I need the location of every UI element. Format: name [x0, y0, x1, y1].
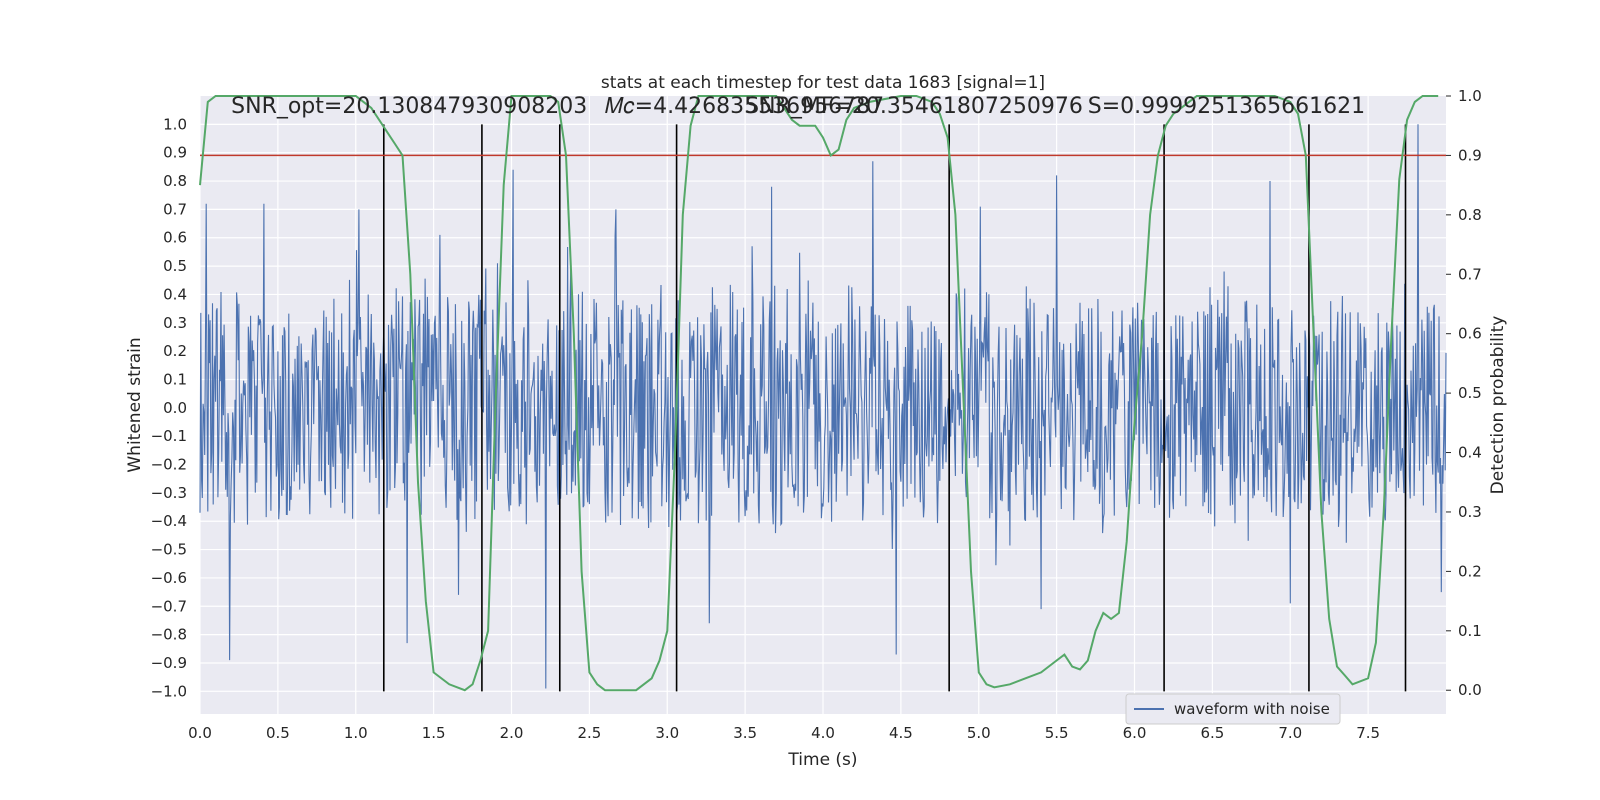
x-tick-label: 3.5 [733, 724, 757, 742]
x-tick-label: 7.0 [1278, 724, 1302, 742]
y-left-tick-label: 1.0 [163, 115, 187, 133]
x-tick-label: 0.5 [266, 724, 290, 742]
legend-box [1125, 693, 1341, 725]
x-tick-label: 5.0 [967, 724, 991, 742]
y-right-tick-label: 0.2 [1458, 562, 1482, 580]
y-left-tick-label: 0.2 [163, 342, 187, 360]
y-left-tick-label: 0.1 [163, 370, 187, 388]
stats-annotation: 𝑀𝑐=4.426835536956787 [605, 94, 884, 119]
legend: waveform with noise [1125, 693, 1341, 725]
y-right-tick-label: 0.4 [1458, 444, 1482, 462]
x-tick-label: 2.5 [577, 724, 601, 742]
x-tick-label: 6.5 [1200, 724, 1224, 742]
y-right-tick-label: 0.6 [1458, 325, 1482, 343]
x-tick-label: 1.0 [344, 724, 368, 742]
y-left-tick-label: 0.8 [163, 172, 187, 190]
annotations: SNR_opt=20.130847930908203 𝑀𝑐=4.426835536… [231, 94, 1365, 119]
detection-probability-line [199, 95, 1439, 692]
y-right-axis-label: Detection probability [1488, 316, 1508, 495]
y-right-tick-label: 0.0 [1458, 681, 1482, 699]
y-right-tick-labels: 1.0 0.9 0.8 0.7 0.6 0.5 0.4 0.3 0.2 0.1 0.0 [1446, 87, 1482, 699]
x-tick-labels: 0.0 0.5 1.0 1.5 2.0 2.5 3.0 3.5 4.0 4.5 5.0 5.5 6.0 6… [188, 724, 1380, 742]
y-left-tick-label: 0.0 [163, 399, 187, 417]
y-left-tick-label: 0.9 [163, 144, 187, 162]
x-tick-label: 5.5 [1045, 724, 1069, 742]
y-left-tick-label: 0.6 [163, 229, 187, 247]
y-right-tick-label: 0.8 [1458, 206, 1482, 224]
y-right-tick-label: 1.0 [1458, 87, 1482, 105]
y-left-tick-label: −0.8 [151, 626, 187, 644]
y-left-tick-label: −0.7 [151, 597, 187, 615]
y-left-tick-label: −0.1 [151, 427, 187, 445]
y-left-tick-label: −0.4 [151, 512, 187, 530]
y-right-tick-label: 0.9 [1458, 146, 1482, 164]
y-right-tick-label: 0.1 [1458, 622, 1482, 640]
x-tick-label: 6.0 [1123, 724, 1147, 742]
stats-annotation: S=0.9999251365661621 [1088, 94, 1365, 119]
x-axis-label: Time (s) [787, 750, 857, 770]
y-left-tick-label: −0.5 [151, 541, 187, 559]
y-left-tick-label: −0.6 [151, 569, 187, 587]
x-tick-label: 1.5 [422, 724, 446, 742]
y-right-tick-label: 0.3 [1458, 503, 1482, 521]
y-left-tick-label: 0.5 [163, 257, 187, 275]
y-left-tick-label: −0.9 [151, 654, 187, 672]
chart-title: stats at each timestep for test data 168… [601, 73, 1045, 93]
y-left-tick-labels: 1.0 0.9 0.8 0.7 0.6 0.5 0.4 0.3 0.2 0.1 0.0 −0.1 −0.… [151, 115, 187, 700]
stats-annotation: SNR_opt=20.130847930908203 [231, 94, 587, 119]
y-left-tick-label: 0.3 [163, 314, 187, 332]
x-tick-label: 3.0 [655, 724, 679, 742]
y-left-tick-label: −0.2 [151, 456, 187, 474]
x-tick-label: 2.0 [500, 724, 524, 742]
y-left-tick-label: 0.7 [163, 200, 187, 218]
legend-label-waveform: waveform with noise [1174, 700, 1330, 718]
y-right-tick-label: 0.7 [1458, 265, 1482, 283]
x-tick-label: 4.5 [889, 724, 913, 742]
x-tick-label: 7.5 [1356, 724, 1380, 742]
y-left-tick-label: −0.3 [151, 484, 187, 502]
waveform-series [199, 124, 1447, 689]
x-tick-label: 4.0 [811, 724, 835, 742]
waveform-with-noise-line [199, 124, 1447, 689]
stats-annotation: SNR_MF=20.35461807250976 [745, 94, 1083, 119]
y-right-tick-label: 0.5 [1458, 384, 1482, 402]
y-left-axis-label: Whitened strain [125, 337, 145, 472]
x-tick-label: 0.0 [188, 724, 212, 742]
y-left-tick-label: 0.4 [163, 285, 187, 303]
y-left-tick-label: −1.0 [151, 682, 187, 700]
